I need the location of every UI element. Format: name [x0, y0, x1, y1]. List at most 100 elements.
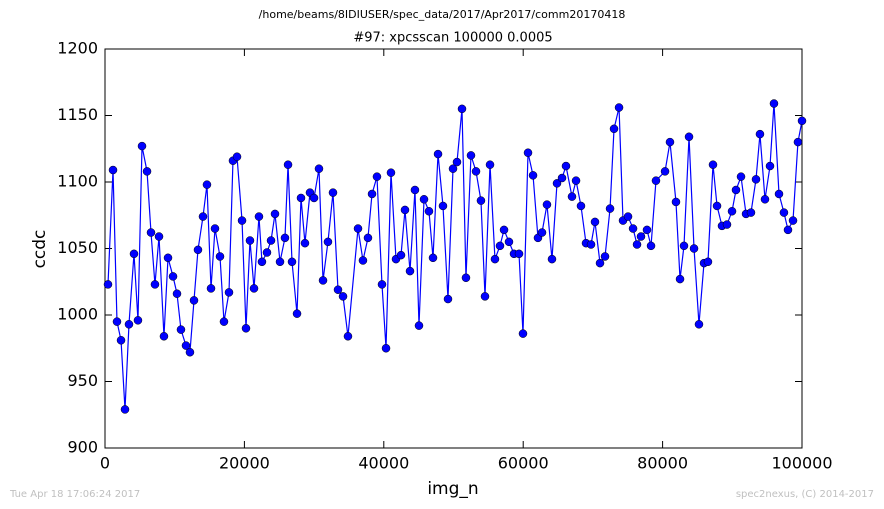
data-point — [684, 132, 694, 142]
data-point — [241, 324, 251, 333]
data-point — [495, 241, 505, 251]
data-point — [163, 253, 173, 263]
y-tick-label: 1050 — [57, 238, 98, 257]
data-point — [783, 225, 793, 235]
data-point — [614, 103, 624, 112]
data-point — [172, 289, 182, 298]
data-point — [586, 240, 596, 249]
data-point — [595, 258, 605, 268]
data-point — [528, 171, 538, 180]
data-point — [547, 254, 557, 264]
x-tick-label: 80000 — [637, 454, 688, 473]
y-tick-label: 900 — [67, 438, 98, 457]
data-point — [318, 276, 328, 285]
data-point — [443, 294, 453, 304]
data-point — [490, 254, 500, 264]
data-point — [237, 216, 247, 225]
data-point — [338, 292, 348, 301]
data-point — [523, 148, 533, 157]
data-point — [694, 320, 704, 329]
data-point — [751, 175, 761, 184]
data-point — [300, 238, 310, 248]
data-point — [571, 176, 581, 185]
data-point — [605, 204, 615, 213]
data-point — [600, 252, 610, 261]
chart-title: #97: xpcsscan 100000 0.0005 — [353, 31, 552, 46]
data-point — [703, 257, 713, 267]
y-tick-label: 1200 — [57, 39, 98, 58]
data-point — [224, 288, 234, 297]
data-point — [328, 188, 338, 197]
data-point — [424, 207, 434, 216]
credit: spec2nexus, (C) 2014-2017 — [736, 489, 874, 500]
data-point — [146, 228, 156, 237]
data-point — [210, 224, 220, 233]
data-point — [675, 274, 685, 284]
data-point — [189, 296, 199, 305]
data-point — [471, 167, 481, 176]
data-point — [405, 266, 415, 276]
data-point — [270, 209, 280, 219]
data-point — [504, 237, 514, 247]
data-point — [419, 195, 429, 204]
data-point — [712, 201, 722, 211]
data-point — [433, 149, 443, 159]
data-point — [518, 329, 528, 338]
data-point — [254, 212, 264, 221]
data-point — [448, 164, 458, 173]
data-point — [499, 225, 509, 235]
data-point — [632, 240, 642, 249]
data-point — [452, 157, 462, 167]
data-point — [760, 195, 770, 204]
data-point — [485, 160, 495, 169]
data-point — [414, 321, 424, 330]
data-point — [438, 201, 448, 211]
data-point — [542, 200, 552, 209]
data-point — [537, 228, 547, 237]
data-point — [731, 185, 741, 195]
data-point — [150, 280, 160, 289]
y-tick-label: 950 — [67, 371, 98, 390]
data-point — [755, 129, 765, 139]
data-point — [476, 196, 486, 205]
data-point — [651, 176, 661, 185]
data-point — [514, 249, 524, 259]
data-point — [103, 280, 113, 289]
data-point — [257, 257, 267, 267]
data-point — [120, 405, 130, 414]
data-point — [309, 193, 319, 203]
data-point — [396, 250, 406, 260]
data-point — [129, 249, 139, 259]
data-point — [333, 285, 343, 294]
data-point — [769, 99, 779, 108]
data-point — [557, 173, 567, 183]
data-point — [280, 233, 290, 243]
data-point — [708, 160, 718, 169]
data-point — [372, 172, 382, 181]
data-point — [124, 320, 134, 329]
data-point — [133, 316, 143, 325]
y-tick-label: 1000 — [57, 305, 98, 324]
x-tick-label: 0 — [100, 454, 110, 473]
data-point — [232, 152, 242, 161]
data-point — [457, 104, 467, 114]
data-point — [381, 344, 391, 353]
data-point — [116, 336, 126, 345]
data-point — [249, 284, 259, 293]
data-point — [660, 167, 670, 176]
data-point — [410, 185, 420, 195]
data-point — [765, 161, 775, 171]
data-point — [193, 245, 203, 255]
data-point — [266, 236, 276, 245]
data-point — [287, 257, 297, 267]
data-point — [262, 248, 272, 257]
data-point — [137, 141, 147, 151]
x-tick-label: 60000 — [498, 454, 549, 473]
y-tick-label: 1100 — [57, 172, 98, 191]
x-tick-label: 100000 — [771, 454, 832, 473]
data-point — [590, 217, 600, 227]
data-point — [552, 179, 562, 188]
data-point — [609, 124, 619, 134]
file-path: /home/beams/8IDIUSER/spec_data/2017/Apr2… — [259, 8, 626, 21]
data-point — [779, 208, 789, 217]
